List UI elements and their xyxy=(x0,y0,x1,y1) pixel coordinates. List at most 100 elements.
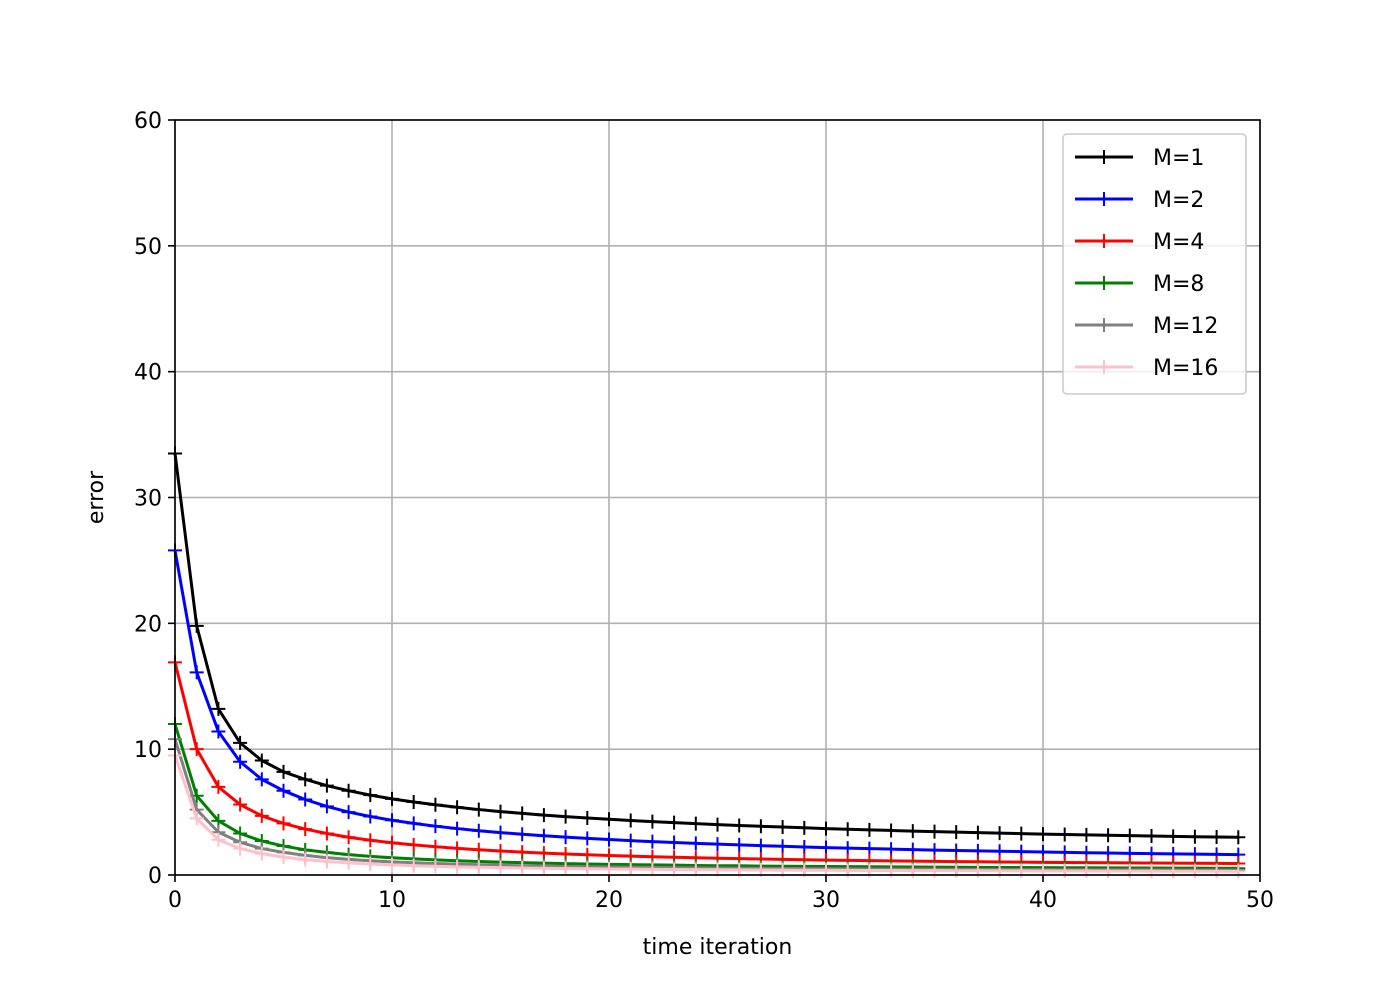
data-point xyxy=(905,824,920,839)
data-point xyxy=(319,826,334,841)
data-point xyxy=(254,753,269,768)
data-point xyxy=(233,754,248,769)
data-point xyxy=(949,825,964,840)
data-point xyxy=(515,860,530,875)
data-point xyxy=(471,802,486,817)
data-point xyxy=(1036,827,1050,842)
legend-marker xyxy=(1097,150,1111,164)
legend-label: M=4 xyxy=(1153,230,1204,255)
data-point xyxy=(710,837,725,852)
data-point xyxy=(797,820,812,835)
data-point xyxy=(645,862,660,877)
y-tick-label: 10 xyxy=(134,738,162,763)
x-tick-label: 50 xyxy=(1246,888,1274,913)
y-tick-label: 40 xyxy=(134,361,162,386)
data-point xyxy=(406,795,421,810)
data-point xyxy=(406,816,421,831)
data-point xyxy=(840,822,855,837)
data-point xyxy=(406,837,421,852)
data-point xyxy=(1187,829,1202,844)
x-axis-label: time iteration xyxy=(643,935,793,960)
data-point xyxy=(515,806,530,821)
data-point xyxy=(645,814,660,829)
legend-marker xyxy=(1097,360,1111,374)
legend-item: M=2 xyxy=(1075,188,1204,213)
data-point xyxy=(385,835,399,850)
legend-item: M=16 xyxy=(1075,356,1218,381)
data-point xyxy=(233,841,248,856)
legend-marker xyxy=(1097,234,1111,248)
data-point xyxy=(428,819,443,834)
x-tick-label: 30 xyxy=(812,888,840,913)
data-point xyxy=(450,821,465,836)
series-m-2 xyxy=(168,543,1246,862)
data-point xyxy=(428,839,443,854)
data-point xyxy=(1231,830,1246,845)
data-point xyxy=(450,800,465,815)
y-axis-label: error xyxy=(84,470,109,524)
legend-label: M=1 xyxy=(1153,146,1204,171)
data-point xyxy=(385,791,399,806)
data-point xyxy=(558,809,573,824)
data-point xyxy=(710,817,725,832)
y-tick-label: 30 xyxy=(134,487,162,512)
data-point xyxy=(406,858,421,873)
x-tick-label: 40 xyxy=(1029,888,1057,913)
data-point xyxy=(515,827,530,842)
data-point xyxy=(189,742,204,757)
legend: M=1 M=2 M=4 M=8 M=12 M=16 xyxy=(1062,133,1247,395)
data-point xyxy=(363,857,378,872)
data-point xyxy=(1231,864,1246,879)
data-point xyxy=(536,828,551,843)
data-point xyxy=(341,830,356,845)
x-tick-label: 20 xyxy=(595,888,623,913)
data-point xyxy=(580,861,595,876)
data-point xyxy=(602,812,616,827)
data-point xyxy=(341,783,356,798)
data-point xyxy=(298,772,313,787)
data-point xyxy=(341,855,356,870)
legend-label: M=2 xyxy=(1153,188,1204,213)
data-point xyxy=(862,822,877,837)
data-point xyxy=(1187,864,1202,879)
data-point xyxy=(753,838,768,853)
data-point xyxy=(493,804,508,819)
data-point xyxy=(732,818,747,833)
data-point xyxy=(319,778,334,793)
data-point xyxy=(753,819,768,834)
data-point xyxy=(580,810,595,825)
data-point xyxy=(363,833,378,848)
data-point xyxy=(645,834,660,849)
data-point xyxy=(254,846,269,861)
data-point xyxy=(623,862,638,877)
data-point xyxy=(667,815,682,830)
data-point xyxy=(536,808,551,823)
data-point xyxy=(211,701,226,716)
data-point xyxy=(536,861,551,876)
data-point xyxy=(319,854,334,869)
data-point xyxy=(471,842,486,857)
data-point xyxy=(819,840,833,855)
data-point xyxy=(254,808,269,823)
data-point xyxy=(667,862,682,877)
data-point xyxy=(1057,827,1072,842)
data-point xyxy=(363,809,378,824)
legend-item: M=4 xyxy=(1075,230,1204,255)
data-point xyxy=(471,823,486,838)
data-point xyxy=(819,821,833,836)
legend-label: M=16 xyxy=(1153,356,1218,381)
data-point xyxy=(1014,826,1029,841)
data-point xyxy=(276,783,291,798)
x-tick-label: 0 xyxy=(168,888,182,913)
data-point xyxy=(385,813,399,828)
data-point xyxy=(298,822,313,837)
y-tick-label: 50 xyxy=(134,235,162,260)
data-point xyxy=(970,825,985,840)
data-point xyxy=(450,841,465,856)
data-point xyxy=(211,832,226,847)
series-group xyxy=(168,446,1246,879)
data-point xyxy=(189,618,204,633)
data-point xyxy=(558,830,573,845)
data-point xyxy=(623,813,638,828)
legend-marker xyxy=(1097,318,1111,332)
